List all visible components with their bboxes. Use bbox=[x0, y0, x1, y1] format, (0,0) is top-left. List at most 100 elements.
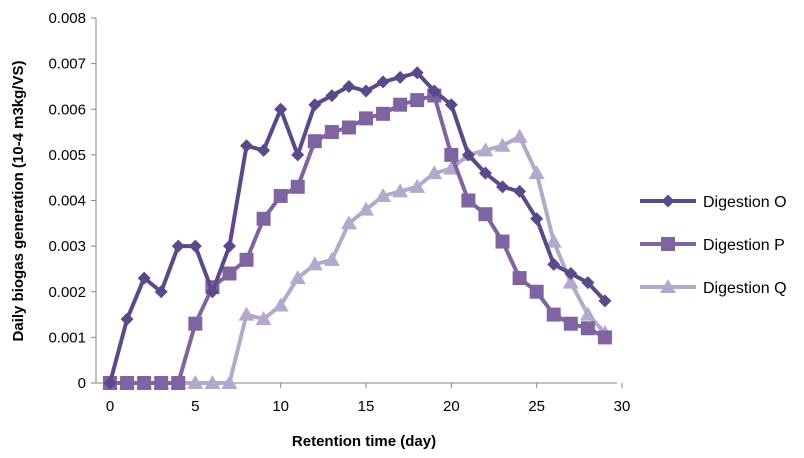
data-point-digestion-p bbox=[376, 106, 391, 121]
series-line-digestion-p bbox=[110, 93, 606, 385]
data-point-digestion-o bbox=[376, 75, 390, 89]
data-point-digestion-q bbox=[204, 375, 221, 389]
data-point-digestion-q bbox=[545, 233, 562, 248]
data-point-digestion-o bbox=[547, 257, 561, 271]
y-tick-label: 0.003 bbox=[48, 238, 86, 255]
data-point-digestion-o bbox=[154, 285, 168, 299]
y-tick-label: 0.005 bbox=[48, 147, 86, 164]
legend-marker bbox=[660, 279, 676, 293]
data-point-digestion-o bbox=[496, 180, 510, 194]
data-point-digestion-o bbox=[393, 70, 407, 84]
y-axis-title: Daily biogas generation (10-4 m3kg/VS) bbox=[10, 61, 27, 342]
data-point-digestion-o bbox=[342, 79, 356, 93]
x-tick-label: 10 bbox=[272, 398, 289, 415]
y-tick-label: 0.002 bbox=[48, 284, 86, 301]
data-point-digestion-p bbox=[171, 376, 186, 390]
data-point-digestion-q bbox=[494, 137, 511, 152]
data-point-digestion-o bbox=[325, 89, 339, 103]
data-point-digestion-p bbox=[137, 376, 152, 390]
data-point-digestion-o bbox=[530, 212, 544, 226]
data-point-digestion-o bbox=[410, 66, 424, 80]
x-tick-label: 5 bbox=[191, 398, 199, 415]
data-point-digestion-p bbox=[512, 271, 527, 286]
data-point-digestion-q bbox=[579, 306, 596, 321]
data-point-digestion-p bbox=[461, 193, 476, 208]
legend-item-digestion-q: Digestion Q bbox=[640, 279, 787, 297]
chart-legend: Digestion O Digestion P Digestion Q bbox=[640, 194, 787, 297]
data-point-digestion-q bbox=[392, 183, 409, 198]
data-point-digestion-o bbox=[513, 184, 527, 198]
y-tick-label: 0.007 bbox=[48, 56, 86, 73]
y-tick-label: 0.001 bbox=[48, 329, 86, 346]
data-point-digestion-p bbox=[444, 147, 459, 162]
data-point-digestion-p bbox=[597, 330, 612, 345]
data-point-digestion-p bbox=[478, 207, 493, 222]
series-digestion-p bbox=[103, 88, 612, 390]
chart-axes: 0 0.001 0.002 0.003 0.004 0.005 0.006 0.007 0.00… bbox=[48, 10, 630, 415]
data-point-digestion-o bbox=[103, 376, 117, 390]
data-point-digestion-q bbox=[221, 375, 238, 389]
data-point-digestion-o bbox=[359, 84, 373, 98]
data-point-digestion-p bbox=[495, 234, 510, 249]
x-tick-label: 25 bbox=[528, 398, 545, 415]
x-tick-label: 15 bbox=[358, 398, 375, 415]
data-point-digestion-p bbox=[290, 179, 305, 194]
data-point-digestion-o bbox=[171, 239, 185, 253]
legend-label: Digestion P bbox=[703, 237, 785, 254]
data-point-digestion-p bbox=[154, 376, 169, 390]
data-point-digestion-q bbox=[289, 270, 306, 285]
legend-label: Digestion Q bbox=[703, 280, 787, 297]
data-point-digestion-p bbox=[580, 321, 595, 336]
data-point-digestion-p bbox=[410, 93, 425, 108]
data-point-digestion-o bbox=[257, 143, 271, 157]
data-point-digestion-q bbox=[272, 297, 289, 312]
data-point-digestion-o bbox=[188, 239, 202, 253]
series-digestion-o bbox=[103, 66, 612, 390]
data-point-digestion-o bbox=[564, 267, 578, 280]
legend-label: Digestion O bbox=[703, 194, 787, 211]
data-point-digestion-o bbox=[120, 312, 134, 326]
data-point-digestion-q bbox=[426, 165, 443, 180]
y-tick-label: 0.006 bbox=[48, 101, 86, 118]
data-point-digestion-q bbox=[187, 375, 204, 389]
data-point-digestion-o bbox=[137, 271, 151, 285]
data-point-digestion-o bbox=[240, 139, 254, 153]
data-point-digestion-p bbox=[256, 211, 271, 226]
y-tick-label: 0 bbox=[78, 375, 86, 392]
data-point-digestion-o bbox=[274, 102, 288, 116]
data-point-digestion-q bbox=[255, 311, 272, 326]
x-tick-label: 30 bbox=[614, 398, 631, 415]
data-point-digestion-q bbox=[358, 201, 374, 216]
data-point-digestion-q bbox=[511, 128, 528, 143]
data-point-digestion-o bbox=[308, 98, 322, 112]
data-point-digestion-q bbox=[323, 251, 340, 266]
y-tick-label: 0.004 bbox=[48, 193, 86, 210]
series-line-digestion-q bbox=[110, 134, 607, 385]
data-point-digestion-q bbox=[238, 306, 255, 321]
y-tick-label: 0.008 bbox=[48, 10, 86, 27]
data-point-digestion-o bbox=[478, 166, 492, 180]
data-point-digestion-q bbox=[409, 178, 426, 193]
legend-marker bbox=[661, 194, 675, 208]
data-point-digestion-p bbox=[120, 376, 135, 390]
chart-series-layer bbox=[102, 66, 613, 390]
data-point-digestion-o bbox=[222, 239, 236, 253]
x-axis-title: Retention time (day) bbox=[292, 433, 436, 450]
data-point-digestion-p bbox=[222, 266, 237, 281]
data-point-digestion-p bbox=[273, 188, 288, 203]
data-point-digestion-q bbox=[528, 165, 545, 180]
data-point-digestion-p bbox=[239, 252, 254, 267]
data-point-digestion-o bbox=[427, 84, 441, 98]
x-tick-label: 20 bbox=[443, 398, 460, 415]
data-point-digestion-p bbox=[393, 97, 408, 112]
data-point-digestion-q bbox=[340, 215, 357, 230]
series-digestion-q bbox=[102, 128, 613, 389]
legend-marker bbox=[661, 237, 675, 251]
data-point-digestion-q bbox=[306, 256, 323, 271]
series-line-digestion-o bbox=[108, 70, 607, 384]
data-point-digestion-o bbox=[291, 148, 305, 162]
data-point-digestion-p bbox=[324, 125, 339, 140]
data-point-digestion-p bbox=[563, 316, 578, 331]
legend-item-digestion-o: Digestion O bbox=[640, 194, 787, 211]
